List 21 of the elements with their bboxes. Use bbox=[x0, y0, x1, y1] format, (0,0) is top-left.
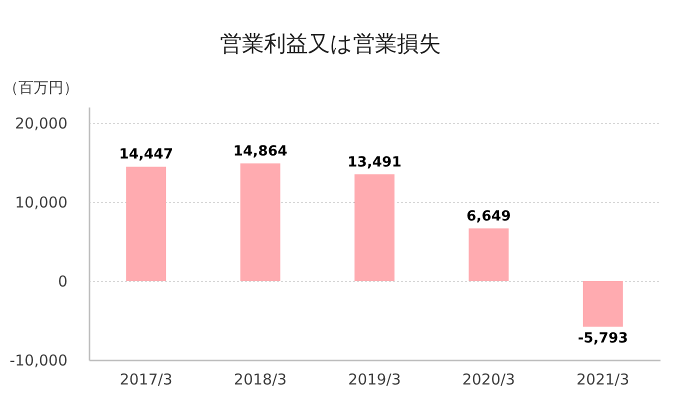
bar bbox=[354, 174, 394, 281]
bar bbox=[126, 166, 166, 281]
y-tick-label: -10,000 bbox=[10, 352, 68, 370]
bar bbox=[582, 280, 623, 327]
y-tick-label: 0 bbox=[58, 272, 68, 290]
y-tick-label: 20,000 bbox=[15, 114, 68, 132]
data-label: 6,649 bbox=[466, 208, 511, 224]
data-label: 14,864 bbox=[233, 143, 288, 160]
chart-title: 営業利益又は営業損失 bbox=[220, 32, 441, 57]
x-tick-label: 2017/3 bbox=[120, 370, 172, 388]
bar bbox=[468, 228, 509, 281]
y-axis-title: （百万円） bbox=[4, 78, 78, 96]
bar bbox=[240, 163, 280, 281]
x-tick-label: 2021/3 bbox=[576, 370, 630, 388]
x-tick-label: 2019/3 bbox=[348, 370, 401, 388]
data-label: 14,447 bbox=[119, 146, 174, 163]
y-tick-label: 10,000 bbox=[15, 193, 68, 212]
x-tick-label: 2020/3 bbox=[462, 370, 516, 388]
data-label: 13,491 bbox=[347, 154, 402, 170]
data-label: -5,793 bbox=[578, 330, 628, 347]
x-tick-label: 2018/3 bbox=[234, 370, 287, 388]
